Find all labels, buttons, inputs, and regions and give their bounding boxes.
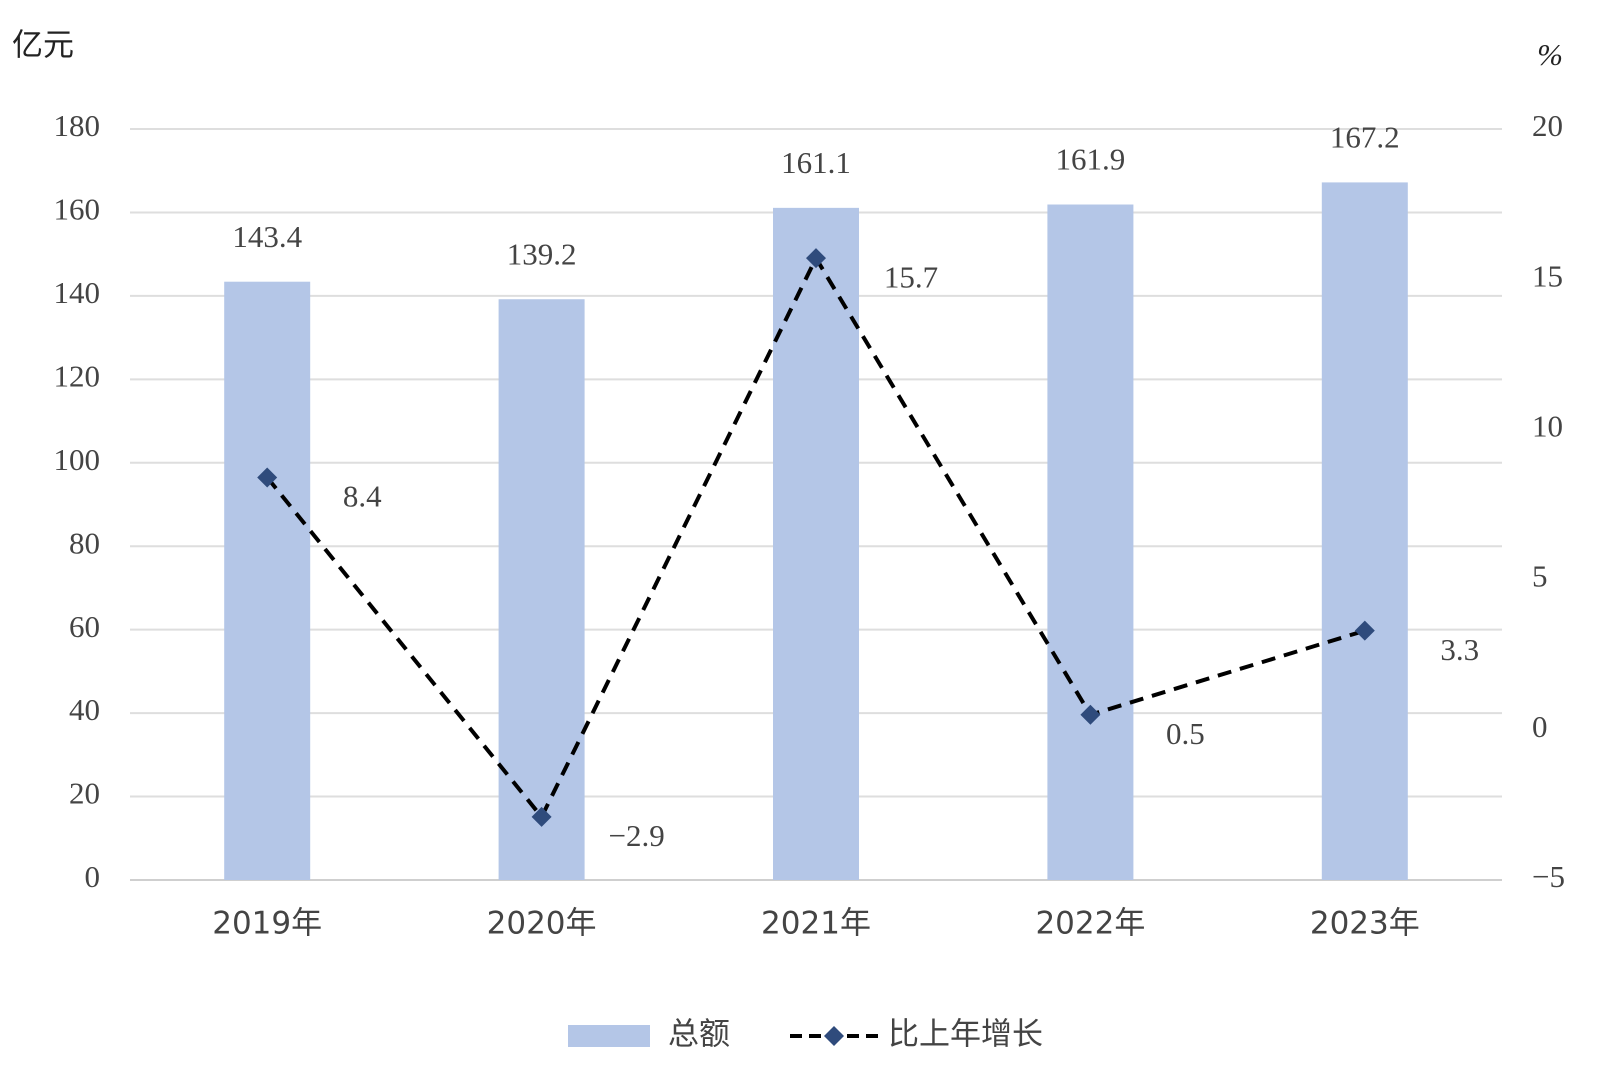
bar — [1321, 182, 1408, 881]
bar — [498, 299, 585, 880]
line-value-label: 3.3 — [1440, 632, 1479, 667]
line-marker — [1080, 704, 1101, 725]
y-tick-label: 40 — [69, 692, 100, 727]
y-axis-title: 亿元 — [12, 28, 74, 64]
bar-value-label: 167.2 — [1330, 120, 1400, 155]
legend-label: 总额 — [668, 1017, 730, 1053]
y2-tick-label: 15 — [1532, 258, 1563, 293]
y2-axis-title: % — [1537, 37, 1563, 72]
y-tick-label: 160 — [54, 192, 101, 227]
y2-tick-label: 10 — [1532, 409, 1563, 444]
y2-tick-label: 5 — [1532, 559, 1548, 594]
line-marker — [806, 248, 826, 269]
y2-tick-label: 0 — [1532, 709, 1548, 744]
line-value-label: 0.5 — [1166, 716, 1205, 751]
y-tick-label: 80 — [69, 525, 100, 560]
y2-tick-label: −5 — [1532, 859, 1565, 894]
bar-value-label: 143.4 — [232, 219, 302, 254]
line-value-label: 8.4 — [343, 479, 382, 514]
y2-tick-label: 20 — [1532, 108, 1563, 143]
y-tick-label: 100 — [54, 442, 101, 477]
line-marker — [1354, 620, 1375, 641]
y-tick-label: 140 — [54, 275, 101, 310]
y-tick-label: 60 — [69, 609, 100, 644]
line-value-label: −2.9 — [608, 818, 664, 853]
y-tick-label: 180 — [54, 108, 101, 143]
bar — [1047, 204, 1134, 881]
x-tick-label: 2022年 — [1035, 906, 1145, 942]
legend-swatch — [568, 1025, 650, 1047]
y-tick-label: 120 — [54, 358, 101, 393]
x-tick-label: 2019年 — [212, 906, 322, 942]
bar — [224, 281, 311, 880]
line-marker — [531, 806, 552, 827]
bar-value-label: 161.9 — [1056, 142, 1126, 177]
y-tick-label: 20 — [69, 776, 100, 811]
x-tick-label: 2023年 — [1310, 906, 1420, 942]
line-marker — [257, 467, 278, 488]
bar-value-label: 139.2 — [507, 236, 577, 271]
line-value-label: 15.7 — [884, 259, 938, 294]
legend-label: 比上年增长 — [888, 1017, 1043, 1053]
x-tick-label: 2021年 — [761, 906, 871, 942]
legend-marker — [824, 1026, 844, 1046]
y-tick-label: 0 — [85, 859, 101, 894]
x-tick-label: 2020年 — [487, 906, 597, 942]
bar-value-label: 161.1 — [781, 145, 851, 180]
